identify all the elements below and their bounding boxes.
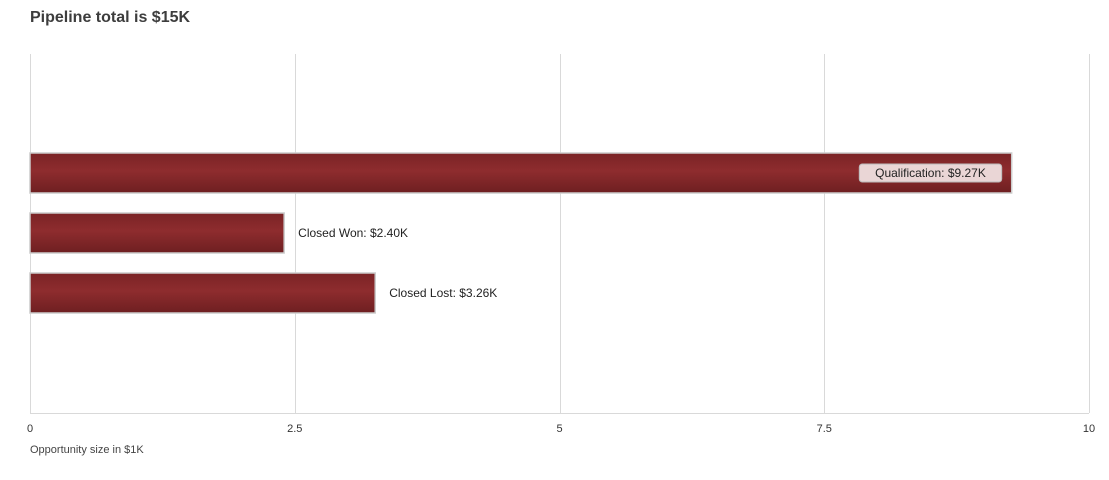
x-axis-title: Opportunity size in $1K: [30, 444, 144, 456]
x-tick-label: 5: [556, 423, 562, 435]
x-tick-label: 0: [27, 423, 33, 435]
bar-qualification[interactable]: [29, 152, 1013, 194]
bar-layer: Qualification: $9.27K Closed Won: $2.40K C…: [29, 152, 1013, 314]
bar-closed-lost[interactable]: [29, 272, 376, 314]
data-label: Qualification: $9.27K: [875, 166, 986, 180]
x-tick-label: 7.5: [817, 423, 832, 435]
bar-closed-won[interactable]: [29, 212, 285, 254]
x-tick-label: 10: [1083, 423, 1095, 435]
x-axis-ticks: 0 2.5 5 7.5 10: [27, 423, 1095, 435]
data-label: Closed Won: $2.40K: [298, 226, 408, 240]
data-label: Closed Lost: $3.26K: [389, 286, 497, 300]
chart-title: Pipeline total is $15K: [30, 9, 191, 26]
data-label-box: [858, 163, 1003, 183]
x-tick-label: 2.5: [287, 423, 302, 435]
